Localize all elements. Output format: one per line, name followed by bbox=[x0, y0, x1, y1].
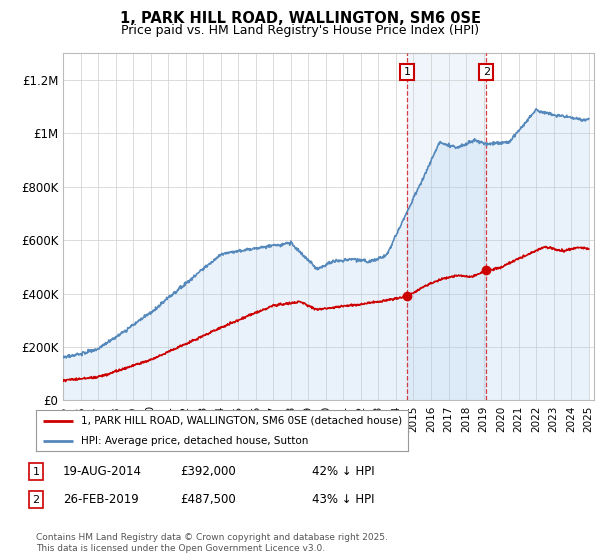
Text: 1: 1 bbox=[32, 466, 40, 477]
Text: 1, PARK HILL ROAD, WALLINGTON, SM6 0SE (detached house): 1, PARK HILL ROAD, WALLINGTON, SM6 0SE (… bbox=[80, 416, 402, 426]
Text: Price paid vs. HM Land Registry's House Price Index (HPI): Price paid vs. HM Land Registry's House … bbox=[121, 24, 479, 37]
Text: 1: 1 bbox=[404, 67, 410, 77]
Text: 2: 2 bbox=[483, 67, 490, 77]
Text: 26-FEB-2019: 26-FEB-2019 bbox=[63, 493, 139, 506]
Text: Contains HM Land Registry data © Crown copyright and database right 2025.
This d: Contains HM Land Registry data © Crown c… bbox=[36, 533, 388, 553]
Text: £487,500: £487,500 bbox=[180, 493, 236, 506]
Text: 42% ↓ HPI: 42% ↓ HPI bbox=[312, 465, 374, 478]
Text: 2: 2 bbox=[32, 494, 40, 505]
Text: HPI: Average price, detached house, Sutton: HPI: Average price, detached house, Sutt… bbox=[80, 436, 308, 446]
Text: £392,000: £392,000 bbox=[180, 465, 236, 478]
Bar bbox=[407, 53, 487, 400]
Text: 1, PARK HILL ROAD, WALLINGTON, SM6 0SE: 1, PARK HILL ROAD, WALLINGTON, SM6 0SE bbox=[119, 11, 481, 26]
Text: 19-AUG-2014: 19-AUG-2014 bbox=[63, 465, 142, 478]
Text: 43% ↓ HPI: 43% ↓ HPI bbox=[312, 493, 374, 506]
